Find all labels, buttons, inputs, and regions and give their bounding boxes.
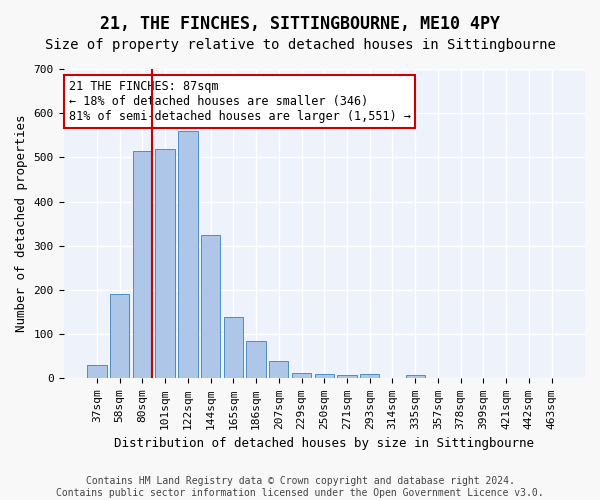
Bar [133, 151, 152, 378]
Bar [110, 294, 129, 378]
Bar [178, 131, 197, 378]
Bar [360, 374, 379, 378]
Bar [337, 375, 356, 378]
Bar [201, 235, 220, 378]
Bar [87, 365, 107, 378]
Bar [247, 341, 266, 378]
Bar [314, 374, 334, 378]
X-axis label: Distribution of detached houses by size in Sittingbourne: Distribution of detached houses by size … [114, 437, 534, 450]
Bar [292, 372, 311, 378]
Bar [224, 316, 243, 378]
Text: Size of property relative to detached houses in Sittingbourne: Size of property relative to detached ho… [44, 38, 556, 52]
Text: Contains HM Land Registry data © Crown copyright and database right 2024.
Contai: Contains HM Land Registry data © Crown c… [56, 476, 544, 498]
Y-axis label: Number of detached properties: Number of detached properties [15, 115, 28, 332]
Bar [406, 376, 425, 378]
Text: 21, THE FINCHES, SITTINGBOURNE, ME10 4PY: 21, THE FINCHES, SITTINGBOURNE, ME10 4PY [100, 15, 500, 33]
Text: 21 THE FINCHES: 87sqm
← 18% of detached houses are smaller (346)
81% of semi-det: 21 THE FINCHES: 87sqm ← 18% of detached … [69, 80, 411, 123]
Bar [269, 361, 289, 378]
Bar [155, 148, 175, 378]
